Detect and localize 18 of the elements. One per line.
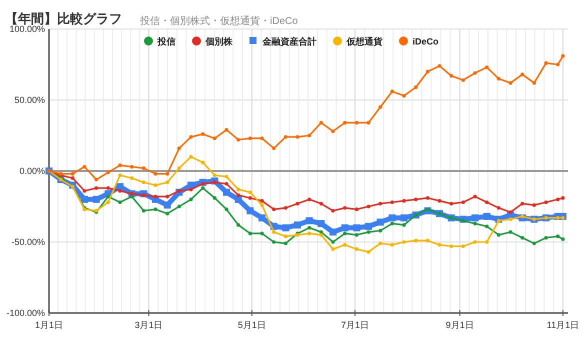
chart-subtitle: 投信・個別株式・仮想通貨・iDeCo (139, 15, 298, 27)
legend-label: 投信 (156, 36, 176, 46)
x-tick-label: 5月1日 (238, 320, 266, 330)
y-tick-label: 100.00% (9, 24, 45, 34)
x-tick-label: 1月1日 (34, 320, 64, 330)
x-tick-label: 7月1日 (340, 320, 369, 330)
legend-label: iDeCo (412, 36, 440, 46)
x-tick-label: 3月1日 (134, 320, 163, 330)
y-tick-label: 50.00% (14, 95, 45, 105)
x-tick-label: 9月1日 (446, 320, 474, 330)
x-tick-label: 11月1日 (546, 320, 580, 330)
legend-label: 個別株 (204, 36, 234, 46)
y-tick-label: -100.00% (6, 308, 45, 318)
y-tick-label: -50.00% (11, 237, 45, 247)
legend-label: 金融資産合計 (262, 36, 316, 46)
chart-title: 【年間】比較グラフ (5, 11, 122, 26)
legend-label: 仮想通貨 (346, 36, 382, 46)
y-tick-label: 0.00% (19, 166, 45, 176)
